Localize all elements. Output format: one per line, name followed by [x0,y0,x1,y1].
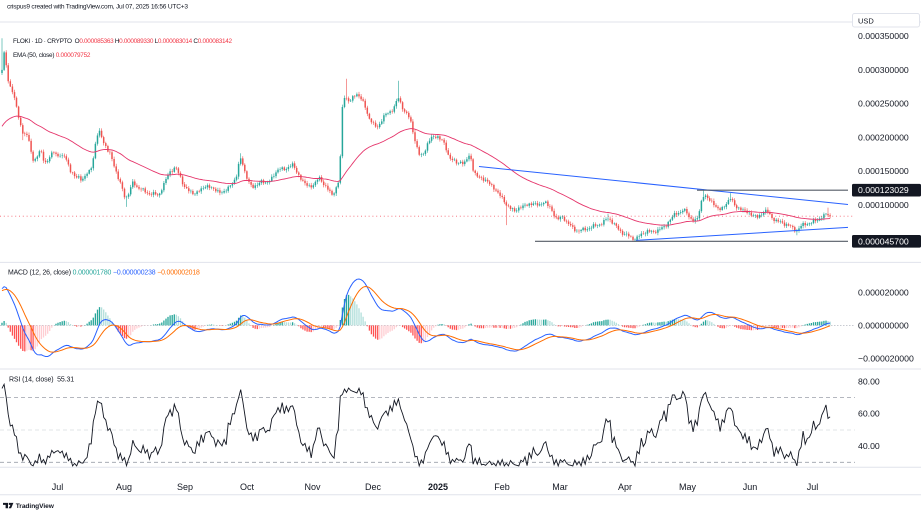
svg-text:Mar: Mar [552,482,568,492]
svg-text:−0.000020000: −0.000020000 [858,354,914,364]
svg-text:Dec: Dec [365,482,382,492]
svg-text:0.000020000: 0.000020000 [858,287,909,297]
svg-text:Feb: Feb [494,482,510,492]
svg-text:TradingView: TradingView [16,503,55,510]
svg-text:0.000300000: 0.000300000 [858,65,909,75]
svg-text:Apr: Apr [618,482,632,492]
svg-text:MACD (12, 26, close) 0.0000017: MACD (12, 26, close) 0.000001780 −0.0000… [8,270,200,277]
svg-text:0.000200000: 0.000200000 [858,132,909,142]
svg-text:crispus9 created with TradingV: crispus9 created with TradingView.com, J… [7,4,188,11]
svg-text:USD: USD [858,17,874,26]
svg-text:May: May [679,482,697,492]
svg-text:40.00: 40.00 [858,441,880,451]
svg-text:80.00: 80.00 [858,376,880,386]
svg-text:Jul: Jul [807,482,819,492]
svg-text:FLOKI · 1D · CRYPTO O0.000085: FLOKI · 1D · CRYPTO O0.000085363 H0.0000… [13,38,233,45]
svg-text:0.000350000: 0.000350000 [858,31,909,41]
svg-text:Jul: Jul [52,482,64,492]
svg-text:0.000045700: 0.000045700 [858,236,909,246]
svg-text:60.00: 60.00 [858,409,880,419]
svg-text:Sep: Sep [177,482,193,492]
svg-text:0.000100000: 0.000100000 [858,200,909,210]
svg-text:Jun: Jun [743,482,758,492]
svg-text:0.000250000: 0.000250000 [858,99,909,109]
svg-text:Aug: Aug [116,482,132,492]
svg-text:0.000150000: 0.000150000 [858,166,909,176]
svg-text:Oct: Oct [240,482,255,492]
svg-text:EMA (50, close) 0.000079752: EMA (50, close) 0.000079752 [13,52,91,59]
svg-text:2025: 2025 [428,482,448,492]
svg-text:RSI (14, close) 55.31: RSI (14, close) 55.31 [9,377,74,384]
svg-text:0.000123029: 0.000123029 [858,185,909,195]
svg-text:Nov: Nov [304,482,321,492]
svg-text:0.000000000: 0.000000000 [858,320,909,330]
